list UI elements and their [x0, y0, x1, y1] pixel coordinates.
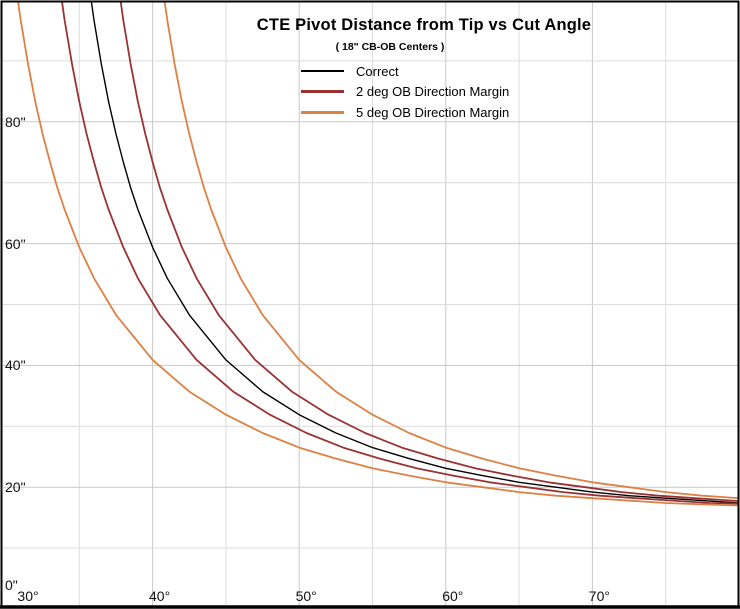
y-tick-label-0: 0": [5, 577, 18, 593]
legend-item-correct: Correct: [301, 63, 399, 79]
legend-label-correct: Correct: [356, 63, 399, 79]
y-tick-label-20: 20": [5, 479, 26, 496]
x-tick-label-50: 50°: [295, 588, 317, 604]
chart-subtitle: ( 18" CB-OB Centers ): [335, 41, 445, 53]
legend-item-2deg-margin: 2 deg OB Direction Margin: [301, 83, 509, 99]
legend-line-sample-correct: [301, 69, 344, 73]
series-curve-4: [17, 2, 738, 507]
y-tick-label-40: 40": [5, 357, 26, 374]
series-curve-0: [90, 2, 738, 504]
legend-label-2deg: 2 deg OB Direction Margin: [356, 83, 510, 99]
x-tick-label-30: 30°: [17, 588, 39, 604]
chart-title: CTE Pivot Distance from Tip vs Cut Angle: [256, 16, 592, 34]
legend-line-sample-2deg: [301, 89, 344, 93]
y-tick-label-80: 80": [5, 113, 26, 130]
legend-line-sample-5deg: [301, 110, 344, 114]
x-tick-label-70: 70°: [588, 588, 610, 604]
y-tick-label-60: 60": [5, 235, 26, 252]
series-curve-3: [163, 2, 738, 500]
x-tick-label-60: 60°: [442, 588, 464, 604]
x-tick-label-40: 40°: [149, 588, 171, 604]
series-curve-1: [119, 2, 738, 503]
series-curve-2: [61, 2, 738, 505]
legend-label-5deg: 5 deg OB Direction Margin: [356, 104, 510, 120]
legend-item-5deg-margin: 5 deg OB Direction Margin: [301, 104, 509, 120]
